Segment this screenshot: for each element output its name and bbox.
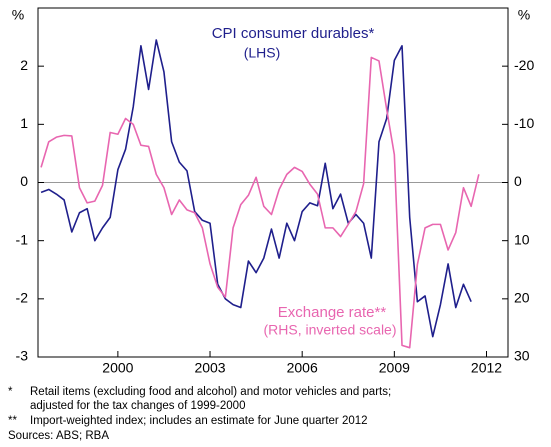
y2-tick-label: -20 [514, 57, 534, 73]
y2-tick-label: 0 [514, 173, 522, 189]
y-tick-label: 1 [20, 115, 28, 131]
y-tick-label: 0 [20, 173, 28, 189]
y-tick-label: 2 [20, 57, 28, 73]
footnote-marker: * [8, 386, 13, 398]
series-label: CPI consumer durables* [212, 25, 375, 42]
y2-tick-label: 30 [514, 348, 530, 364]
annotation: (LHS) [244, 45, 281, 61]
x-tick-label: 2009 [379, 360, 410, 376]
y-axis-label: % [12, 7, 24, 23]
footnote: adjusted for the tax changes of 1999-200… [30, 400, 245, 412]
y2-tick-label: -10 [514, 115, 534, 131]
y2-tick-label: 20 [514, 290, 530, 306]
footnote: Import-weighted index; includes an estim… [30, 415, 368, 427]
y-tick-label: -1 [16, 231, 29, 247]
source: Sources: ABS; RBA [8, 430, 109, 442]
y-tick-label: -3 [16, 348, 29, 364]
y2-axis-label: % [518, 7, 530, 23]
x-tick-label: 2006 [287, 360, 318, 376]
x-tick-label: 2003 [194, 360, 225, 376]
footnote: Retail items (excluding food and alcohol… [30, 386, 391, 398]
annotation: (RHS, inverted scale) [263, 322, 396, 338]
series-line [40, 39, 472, 338]
y-tick-label: -2 [16, 290, 29, 306]
series-line [40, 56, 480, 349]
x-tick-label: 2012 [471, 360, 502, 376]
y2-tick-label: 10 [514, 231, 530, 247]
x-tick-label: 2000 [102, 360, 133, 376]
series-label: Exchange rate** [278, 304, 387, 321]
footnote-marker: ** [8, 415, 17, 427]
